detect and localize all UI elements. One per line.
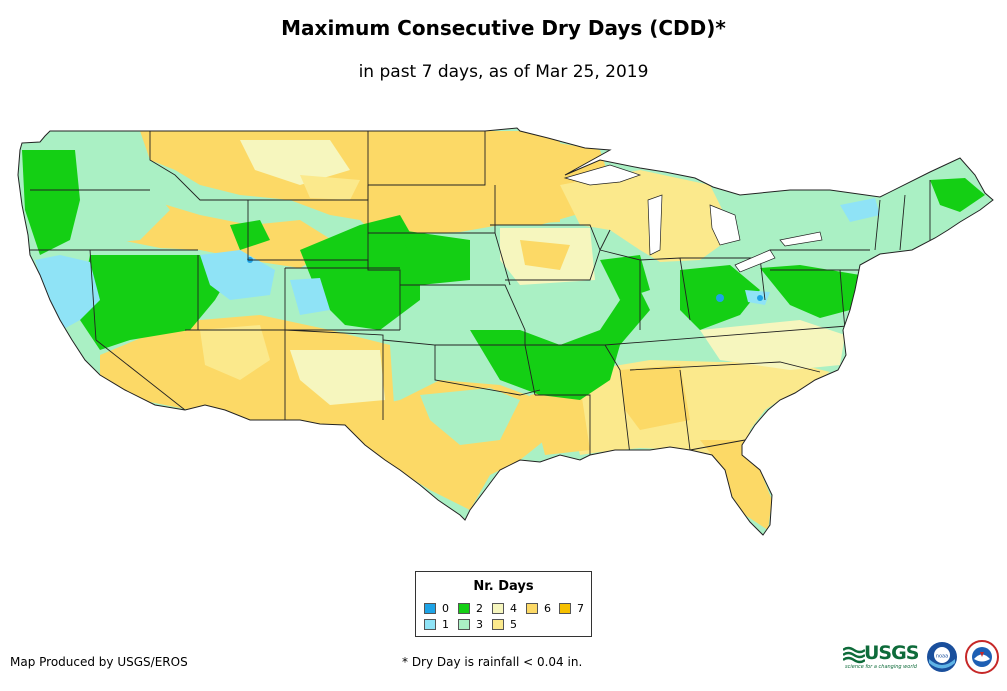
legend-item-4: 4 — [492, 602, 517, 615]
nws-logo-icon — [965, 640, 999, 674]
legend-label: 2 — [476, 602, 483, 615]
legend-item-0: 0 — [424, 602, 449, 615]
legend-label: 4 — [510, 602, 517, 615]
agency-logos: USGS science for a changing world noaa — [843, 640, 1003, 676]
legend-item-2: 2 — [458, 602, 483, 615]
legend-swatch — [492, 619, 504, 630]
usgs-logo-text: USGS — [864, 642, 919, 664]
noaa-logo-icon: noaa — [927, 642, 957, 672]
noaa-logo-label: noaa — [936, 654, 948, 660]
legend-label: 5 — [510, 618, 517, 631]
legend-label: 0 — [442, 602, 449, 615]
legend-swatch — [458, 619, 470, 630]
legend-label: 7 — [577, 602, 584, 615]
legend-label: 1 — [442, 618, 449, 631]
legend-item-1: 1 — [424, 618, 449, 631]
legend-title: Nr. Days — [473, 579, 534, 594]
credit-text: Map Produced by USGS/EROS — [10, 655, 188, 669]
legend-item-5: 5 — [492, 618, 517, 631]
legend-swatch — [458, 603, 470, 614]
cdd-fill-layer — [18, 128, 993, 535]
legend-item-7: 7 — [559, 602, 584, 615]
legend-swatch — [526, 603, 538, 614]
legend-label: 3 — [476, 618, 483, 631]
legend-label: 6 — [544, 602, 551, 615]
map-subtitle: in past 7 days, as of Mar 25, 2019 — [358, 62, 649, 82]
legend-swatch — [424, 603, 436, 614]
legend-swatch — [492, 603, 504, 614]
usgs-tagline: science for a changing world — [845, 664, 917, 670]
legend-swatch — [559, 603, 571, 614]
map-title: Maximum Consecutive Dry Days (CDD)* — [281, 16, 726, 40]
legend-swatch — [424, 619, 436, 630]
legend: Nr. Days 0 1 2 3 4 5 6 7 — [415, 571, 592, 637]
legend-item-6: 6 — [526, 602, 551, 615]
footnote-text: * Dry Day is rainfall < 0.04 in. — [402, 655, 583, 669]
usgs-logo-icon — [843, 646, 865, 664]
legend-item-3: 3 — [458, 618, 483, 631]
